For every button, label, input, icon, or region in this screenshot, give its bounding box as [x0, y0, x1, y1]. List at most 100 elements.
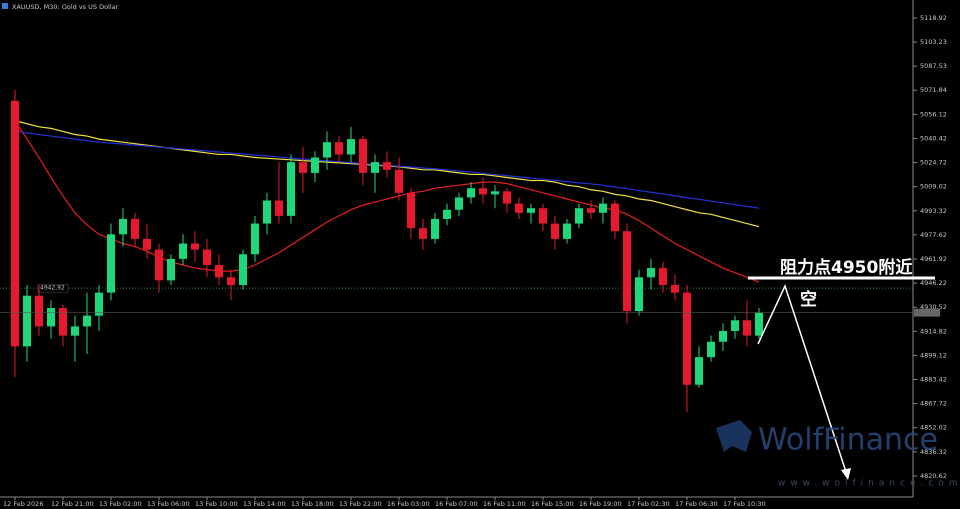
y-tick-label: 4883.42: [920, 376, 947, 384]
y-tick-label: 5024.72: [920, 159, 947, 167]
x-tick-label: 13 Feb 14:00: [243, 500, 286, 508]
candle-body: [539, 208, 547, 224]
y-tick-label: 4914.82: [920, 327, 947, 335]
candle-body: [203, 249, 211, 266]
candle-body: [527, 208, 535, 213]
candle-body: [35, 295, 43, 327]
candle-body: [719, 331, 727, 342]
x-tick-label: 16 Feb 07:00: [435, 500, 478, 508]
order-label: 4942.92: [40, 285, 65, 292]
candle-body: [755, 312, 763, 336]
candle-body: [23, 295, 31, 347]
candle-body: [743, 320, 751, 336]
x-tick-label: 13 Feb 10:00: [195, 500, 238, 508]
candle-body: [515, 203, 523, 213]
plot: 4942.92: [0, 89, 913, 413]
candle-body: [683, 292, 691, 385]
candle-body: [563, 223, 571, 239]
candle-body: [371, 162, 379, 173]
candle-body: [71, 326, 79, 336]
candle-body: [179, 243, 187, 259]
candle-body: [287, 162, 295, 216]
candle-body: [191, 243, 199, 250]
candle-body: [59, 307, 67, 336]
candle-body: [467, 188, 475, 198]
candle-body: [311, 157, 319, 173]
candle-body: [359, 139, 367, 173]
candle-body: [647, 268, 655, 278]
symbol-icon: [2, 3, 8, 9]
annotation-text: 阻力点4950附近: [780, 257, 912, 278]
candle-body: [599, 203, 607, 213]
y-tick-label: 4977.62: [920, 231, 947, 239]
moving-average: [14, 120, 760, 283]
arrow-head: [841, 468, 851, 480]
watermark-logo: [716, 420, 752, 452]
y-tick-label: 5071.84: [920, 86, 947, 94]
candle-body: [131, 218, 139, 239]
candle-body: [731, 320, 739, 332]
candle-body: [347, 139, 355, 155]
candle-body: [47, 307, 55, 327]
candle-body: [167, 258, 175, 281]
candle-body: [443, 209, 451, 219]
candle-body: [419, 228, 427, 239]
watermark: WolfFinance: [758, 423, 938, 458]
candle-body: [275, 200, 283, 216]
candle-body: [119, 218, 127, 235]
chart-title: XAUUSD, M30: Gold vs US Dollar: [12, 3, 119, 11]
x-tick-label: 17 Feb 10:30: [723, 500, 766, 508]
candle-body: [455, 197, 463, 210]
annotation-text: 空: [800, 289, 817, 310]
y-tick-label: 4899.12: [920, 351, 947, 359]
candle-body: [407, 192, 415, 229]
y-tick-label: 4993.32: [920, 207, 947, 215]
arrow-path: [757, 283, 849, 479]
y-tick-label: 4946.22: [920, 279, 947, 287]
candle-body: [323, 142, 331, 158]
y-tick-label: 4836.32: [920, 448, 947, 456]
candle-body: [335, 142, 343, 155]
x-tick-label: 13 Feb 22:00: [339, 500, 382, 508]
candle-body: [83, 315, 91, 327]
candle-body: [251, 223, 259, 255]
candle-body: [503, 191, 511, 204]
candle-body: [263, 200, 271, 224]
candle-body: [299, 162, 307, 173]
y-tick-label: 4852.02: [920, 424, 947, 432]
candle-body: [695, 357, 703, 385]
x-tick-label: 13 Feb 18:00: [291, 500, 334, 508]
candle-body: [575, 208, 583, 224]
candle-body: [431, 218, 439, 239]
candle-body: [659, 268, 667, 285]
candle-body: [395, 169, 403, 193]
x-tick-label: 12 Feb 2026: [3, 500, 43, 508]
y-tick-label: 4820.62: [920, 472, 947, 480]
candle-body: [95, 292, 103, 316]
candle-body: [383, 162, 391, 170]
y-tick-label: 5040.42: [920, 134, 947, 142]
y-tick-label: 5009.02: [920, 183, 947, 191]
candle-body: [623, 231, 631, 312]
x-tick-label: 13 Feb 06:00: [147, 500, 190, 508]
candle-body: [671, 284, 679, 293]
candle-body: [107, 234, 115, 293]
x-tick-label: 16 Feb 19:00: [579, 500, 622, 508]
candle-body: [491, 191, 499, 195]
candle-body: [215, 265, 223, 278]
candle-body: [635, 277, 643, 312]
y-tick-label: 4961.92: [920, 255, 947, 263]
x-tick-label: 16 Feb 03:00: [387, 500, 430, 508]
candle-body: [143, 238, 151, 250]
candle-body: [551, 223, 559, 239]
candle-body: [227, 277, 235, 285]
y-tick-label: 4930.52: [920, 303, 947, 311]
x-tick-label: 17 Feb 02:30: [627, 500, 670, 508]
candle-body: [155, 249, 163, 281]
candle-body: [239, 254, 247, 285]
order-label-box: [37, 283, 69, 293]
watermark-url: www.wolfinance.com: [778, 479, 960, 489]
y-tick-label: 5103.23: [920, 38, 947, 46]
y-tick-label: 5118.92: [920, 14, 947, 22]
